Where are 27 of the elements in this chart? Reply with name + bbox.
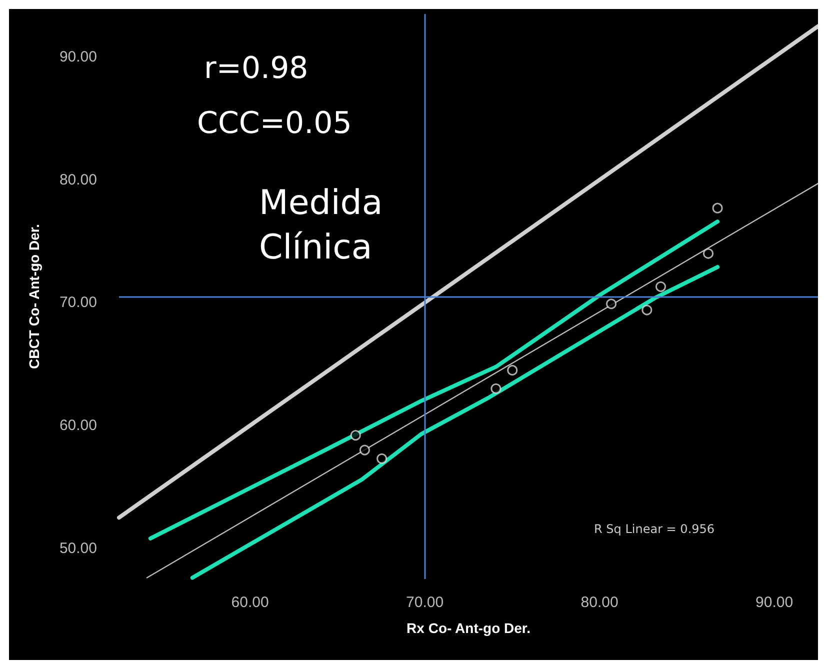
x-tick-label: 60.00 (231, 594, 269, 611)
x-tick-label: 80.00 (580, 594, 618, 611)
line-series (190, 265, 720, 580)
x-tick-label: 70.00 (406, 594, 444, 611)
point (642, 304, 652, 316)
point (712, 202, 723, 214)
y-tick-label: 50.00 (59, 540, 97, 557)
annotation: R Sq Linear = 0.956 (594, 522, 715, 536)
y-axis-title: CBCT Co- Ant-go Der. (26, 224, 42, 369)
y-tick-label: 60.00 (59, 416, 97, 434)
annotation: Medida Clínica (259, 183, 394, 268)
point (490, 383, 502, 394)
annotation: r=0.98 (204, 51, 308, 86)
point (359, 444, 370, 456)
point (606, 298, 617, 310)
point (507, 364, 518, 376)
point (350, 430, 361, 441)
x-tick-label: 90.00 (756, 594, 794, 611)
line-series (148, 220, 720, 540)
point (703, 248, 714, 259)
point (376, 453, 388, 464)
x-axis-title: Rx Co- Ant-go Der. (406, 620, 530, 636)
point (655, 281, 666, 292)
annotation: CCC=0.05 (197, 106, 352, 141)
y-tick-label: 80.00 (59, 171, 97, 188)
y-tick-label: 90.00 (59, 48, 97, 66)
y-tick-label: 70.00 (59, 294, 97, 312)
